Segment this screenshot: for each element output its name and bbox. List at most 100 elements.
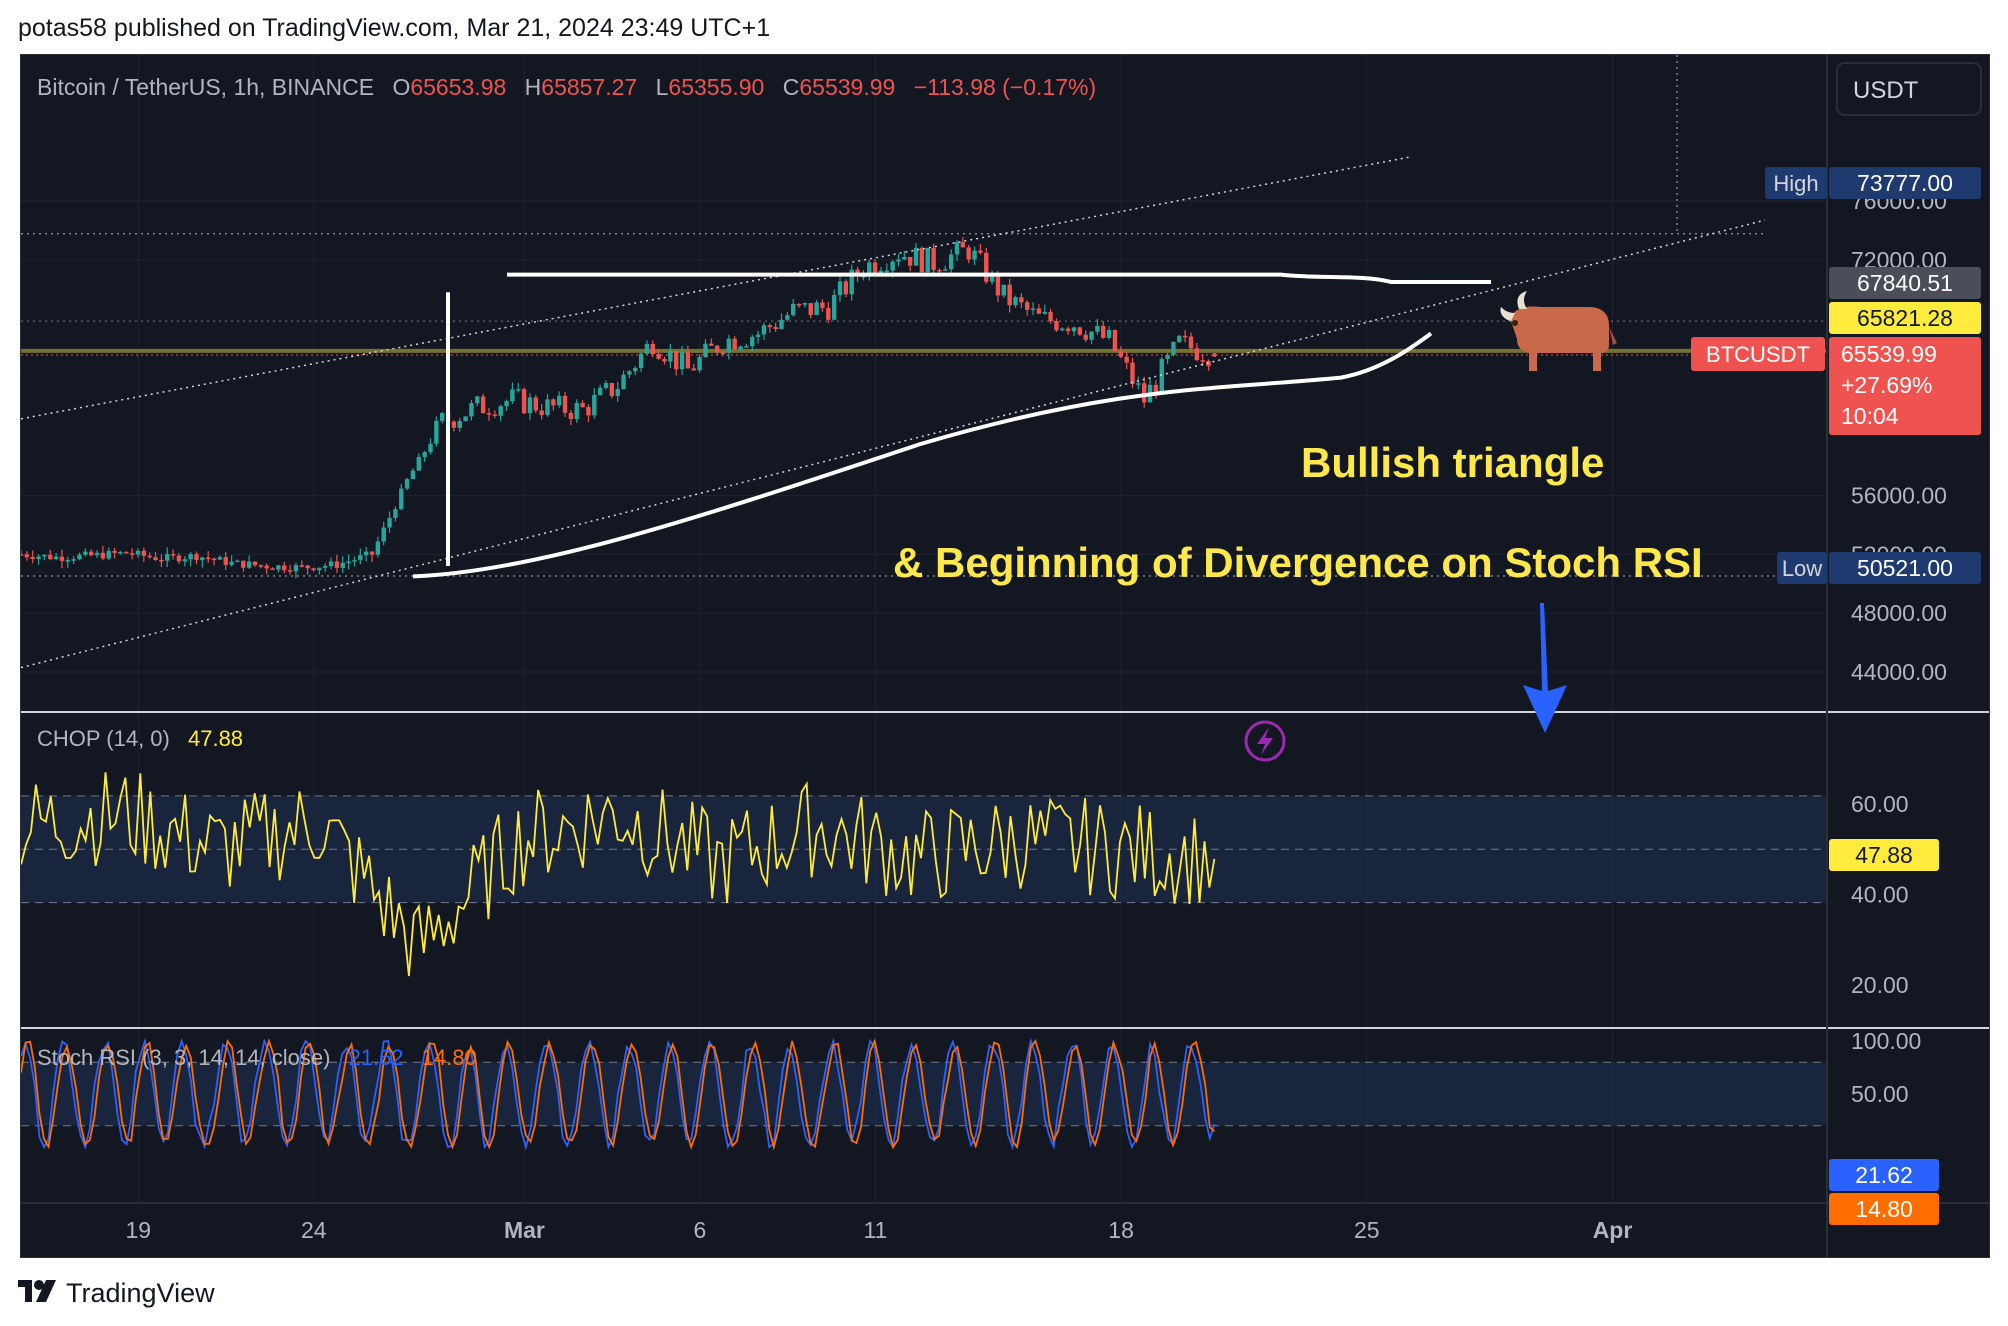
- x-tick-label: 11: [863, 1217, 887, 1243]
- candle-body: [381, 527, 386, 542]
- candle-body: [1007, 284, 1012, 306]
- candle-body: [1188, 336, 1194, 349]
- x-tick-label: 25: [1354, 1217, 1380, 1243]
- candle-body: [498, 406, 503, 416]
- mark-tag-2: 65821.28: [1829, 302, 1981, 334]
- candle-body: [375, 541, 381, 555]
- candle-body: [48, 554, 53, 560]
- currency-label: USDT: [1853, 77, 1919, 104]
- candle-body: [557, 395, 562, 406]
- candle-body: [586, 407, 591, 416]
- last-change-value: +27.69%: [1841, 372, 1932, 398]
- candle-body: [609, 383, 615, 396]
- lightning-icon[interactable]: [1244, 720, 1286, 762]
- candle-body: [849, 269, 854, 295]
- currency-button[interactable]: USDT: [1836, 62, 1982, 116]
- candle-body: [217, 557, 223, 560]
- high-price-tag: 73777.00: [1857, 170, 1953, 196]
- candle-body: [989, 273, 995, 282]
- candle-body: [176, 555, 182, 562]
- last-price-tag: BTCUSDT 65539.99 +27.69% 10:04: [1691, 337, 1981, 435]
- candle-body: [872, 262, 878, 274]
- candle-body: [393, 509, 398, 518]
- stoch-legend[interactable]: Stoch RSI (3, 3, 14, 14, close): [37, 1045, 330, 1070]
- candle-body: [211, 558, 217, 561]
- svg-text:Bitcoin / TetherUS, 1h, BINANC: Bitcoin / TetherUS, 1h, BINANCE O65653.9…: [37, 74, 1096, 100]
- candle-body: [147, 555, 152, 558]
- candle-body: [568, 412, 574, 419]
- candle-body: [703, 343, 708, 357]
- candle-body: [480, 396, 486, 414]
- candle-body: [732, 338, 737, 350]
- x-tick-label: Mar: [504, 1217, 545, 1243]
- candle-body: [246, 561, 252, 568]
- candle-body: [925, 247, 930, 273]
- stoch-tick-label: 100.00: [1851, 1028, 1921, 1054]
- tradingview-logo-icon: [18, 1278, 58, 1309]
- candle-body: [691, 368, 696, 371]
- candle-body: [615, 389, 620, 396]
- candle-body: [867, 262, 872, 276]
- footer-brand: TradingView: [18, 1278, 215, 1309]
- candle-body: [492, 414, 498, 416]
- candle-body: [826, 307, 831, 320]
- chart-frame[interactable]: 1924Mar6111825Apr44000.0048000.0052000.0…: [20, 54, 1990, 1258]
- candle-body: [287, 570, 293, 572]
- candle-body: [264, 565, 269, 569]
- candle-body: [738, 346, 743, 350]
- candle-body: [1101, 325, 1106, 338]
- candle-body: [469, 403, 474, 417]
- high-label: High: [1773, 171, 1818, 196]
- candle-body: [358, 555, 363, 561]
- chop-tick-label: 40.00: [1851, 882, 1909, 908]
- candle-body: [1194, 348, 1200, 361]
- candle-body: [42, 554, 47, 557]
- candle-body: [750, 337, 755, 347]
- channel-lower-line: [21, 219, 1766, 669]
- low-value: 65355.90: [668, 74, 764, 100]
- candle-body: [1042, 311, 1047, 314]
- candle-body: [1025, 302, 1030, 310]
- open-value: 65653.98: [410, 74, 506, 100]
- publish-header: potas58 published on TradingView.com, Ma…: [18, 14, 771, 42]
- candle-body: [878, 270, 884, 274]
- candle-body: [843, 281, 849, 295]
- candle-body: [533, 397, 538, 411]
- candle-body: [451, 421, 457, 428]
- candle-body: [1019, 297, 1024, 303]
- low-price-tag: 50521.00: [1857, 555, 1953, 581]
- candle-body: [241, 560, 246, 568]
- candle-body: [1054, 321, 1059, 331]
- candle-body: [100, 552, 106, 559]
- candle-body: [1077, 327, 1083, 335]
- candle-body: [346, 561, 351, 563]
- candle-body: [486, 413, 492, 415]
- candle-body: [334, 561, 340, 568]
- candle-body: [194, 554, 199, 561]
- svg-text:14.80: 14.80: [1855, 1196, 1913, 1222]
- candle-body: [527, 397, 533, 414]
- candle-body: [679, 352, 685, 370]
- bull-icon: [1500, 291, 1617, 371]
- candle-body: [416, 456, 421, 471]
- chop-line: [21, 772, 1216, 977]
- candle-body: [908, 256, 913, 266]
- annotation-bullish-triangle: Bullish triangle: [1301, 439, 1604, 486]
- svg-text:67840.51: 67840.51: [1857, 270, 1953, 296]
- candle-body: [21, 554, 24, 556]
- candle-body: [276, 565, 281, 570]
- high-marker: High 73777.00: [1765, 167, 1981, 199]
- drawings-group: [21, 156, 1766, 669]
- candle-body: [580, 403, 585, 408]
- candle-body: [644, 343, 650, 354]
- candle-body: [931, 247, 936, 271]
- chop-legend[interactable]: CHOP (14, 0): [37, 726, 170, 751]
- chart-canvas[interactable]: 1924Mar6111825Apr44000.0048000.0052000.0…: [21, 55, 1989, 1257]
- ticker-label: BTCUSDT: [1706, 342, 1810, 367]
- symbol-title[interactable]: Bitcoin / TetherUS, 1h, BINANCE: [37, 74, 374, 100]
- candle-body: [802, 303, 808, 305]
- price-series-group: [21, 236, 1217, 579]
- candle-body: [305, 565, 310, 569]
- candle-body: [293, 565, 299, 572]
- stoch-d-tag: 14.80: [1829, 1193, 1939, 1225]
